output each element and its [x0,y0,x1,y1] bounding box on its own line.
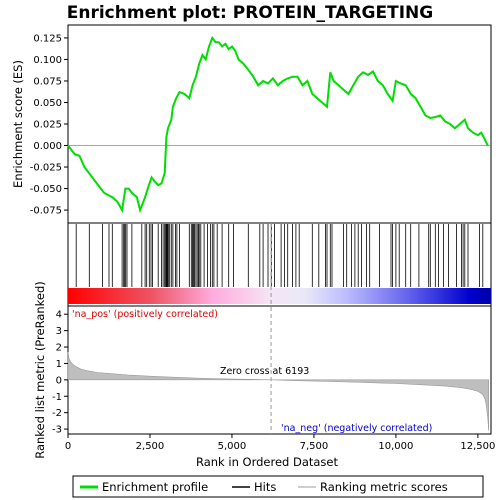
x-axis-ticks: 0 2,500 5,000 7,500 10,000 12,500 [65,434,495,452]
x-tick-label: 0 [65,441,71,452]
metric-y-axis-ticks: -3 -2 -1 0 1 2 3 4 [52,310,68,436]
metric-y-tick-label: 4 [56,310,62,321]
metric-panel-frame [67,305,492,435]
chart-title: Enrichment plot: PROTEIN_TARGETING [67,3,433,23]
es-y-tick-label: 0.125 [33,33,62,44]
x-tick-label: 5,000 [218,441,247,452]
metric-y-tick-label: -2 [52,408,62,419]
x-tick-label: 12,500 [460,441,495,452]
ranking-metric-area [67,351,489,431]
es-y-tick-label: 0.025 [33,120,62,131]
es-y-tick-label: 0.075 [33,76,62,87]
metric-y-tick-label: 3 [56,326,62,337]
x-axis-label: Rank in Ordered Dataset [196,455,339,469]
zero-cross-label: Zero cross at 6193 [220,366,309,377]
metric-y-tick-label: 2 [56,343,62,354]
legend-enrichment-label: Enrichment profile [102,480,208,494]
es-y-tick-label: -0.025 [30,163,62,174]
rank-color-bar [68,288,491,304]
es-y-axis-ticks: -0.075 -0.050 -0.025 0.000 0.025 0.050 0.075 0.… [30,33,68,217]
x-tick-label: 2,500 [136,441,165,452]
metric-y-axis-label: Ranked list metric (PreRanked) [33,281,47,459]
es-y-tick-label: 0.100 [33,55,62,66]
metric-y-tick-label: 0 [56,375,62,386]
metric-y-tick-label: 1 [56,359,62,370]
hits-panel [67,222,492,307]
hit-markers [75,224,484,287]
enrichment-panel-frame [67,24,492,224]
legend-metric-label: Ranking metric scores [320,480,448,494]
legend: Enrichment profile Hits Ranking metric s… [72,475,484,498]
es-y-tick-label: 0.050 [33,98,62,109]
es-y-tick-label: -0.075 [30,206,62,217]
es-y-tick-label: 0.000 [33,141,62,152]
legend-frame [72,475,484,498]
legend-hits-label: Hits [254,480,276,494]
x-tick-label: 7,500 [300,441,329,452]
positive-correlation-label: 'na_pos' (positively correlated) [72,309,218,320]
negative-correlation-label: 'na_neg' (negatively correlated) [281,423,432,434]
es-y-axis-label: Enrichment score (ES) [11,60,25,188]
ranked-metric-panel: -3 -2 -1 0 1 2 3 4 'na_pos' (positively correla… [33,223,492,459]
enrichment-score-panel: -0.075 -0.050 -0.025 0.000 0.025 0.050 0.075 0.… [11,24,492,224]
metric-y-tick-label: -3 [52,425,62,436]
enrichment-profile-line [67,35,489,214]
metric-y-tick-label: -1 [52,392,62,403]
es-y-tick-label: -0.050 [30,184,62,195]
x-tick-label: 10,000 [378,441,413,452]
